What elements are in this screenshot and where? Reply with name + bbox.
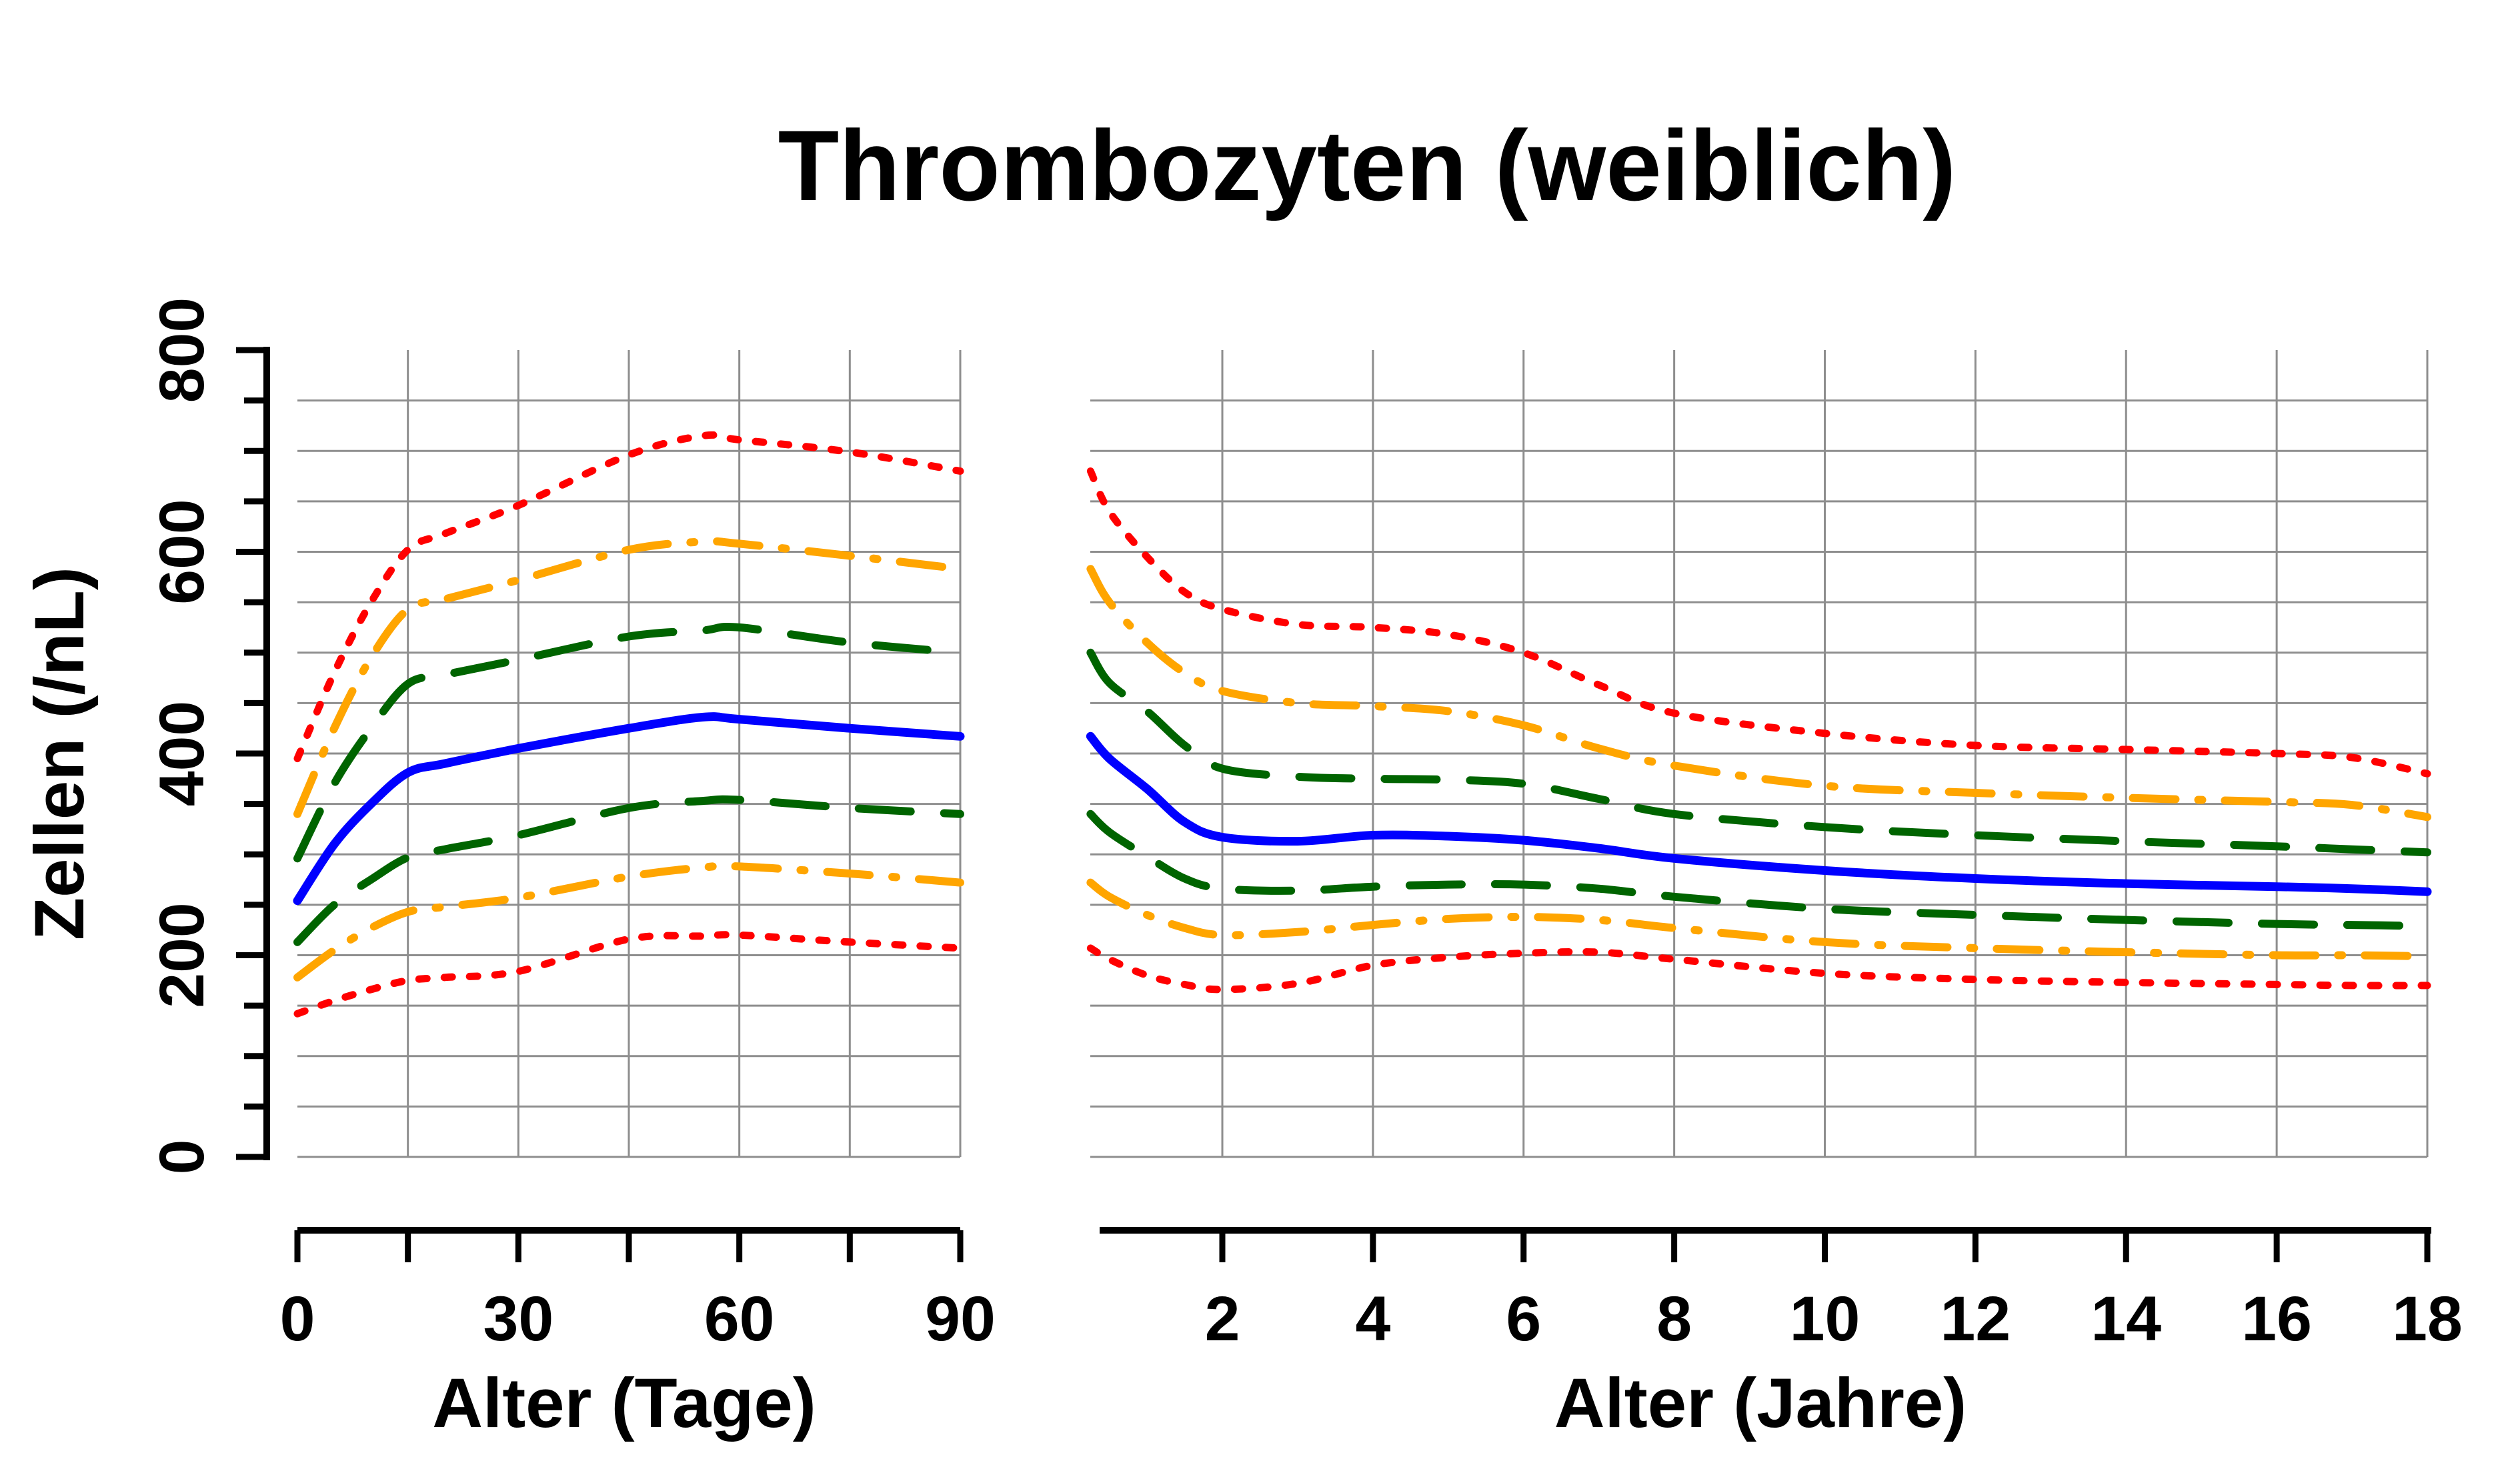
curve-p025-years	[1086, 944, 2431, 994]
x-axis-days: 0 30 60 90	[280, 1227, 996, 1354]
y-axis-title: Zellen (/nL)	[21, 567, 99, 940]
chart-title: Thrombozyten (weiblich)	[778, 109, 1957, 221]
curve-p25-years	[1086, 810, 2431, 930]
x-tick-label-4: 4	[1355, 1284, 1390, 1354]
gridlines-right-panel	[1090, 350, 2429, 1158]
x-tick-label-6: 6	[1506, 1284, 1541, 1354]
x-axis-years: 2 4 6 8 10 12 14 16 18	[1100, 1227, 2463, 1354]
x-tick-label-8: 8	[1656, 1284, 1692, 1354]
x-tick-label-10: 10	[1790, 1284, 1860, 1354]
curve-p25-days	[293, 795, 964, 946]
x-tick-label-0: 0	[280, 1284, 315, 1354]
y-tick-label-400: 400	[147, 701, 217, 807]
curve-p975-years	[1086, 467, 2431, 778]
x-tick-label-16: 16	[2241, 1284, 2312, 1354]
curve-p50-years	[1086, 732, 2432, 896]
y-tick-label-600: 600	[147, 499, 217, 605]
curve-p10-days	[293, 862, 964, 982]
x-tick-label-12: 12	[1941, 1284, 2011, 1354]
x-axis-title-days: Alter (Tage)	[432, 1364, 816, 1442]
x-axis-title-years: Alter (Jahre)	[1554, 1364, 1967, 1442]
x-tick-label-60: 60	[704, 1284, 775, 1354]
curve-p50-days	[293, 712, 965, 906]
curve-p10-years	[1086, 878, 2431, 960]
curve-p90-years	[1086, 565, 2431, 822]
y-tick-label-800: 800	[147, 297, 217, 403]
x-tick-label-18: 18	[2392, 1284, 2463, 1354]
curve-p975-days	[293, 431, 964, 763]
gridlines-left-panel	[297, 350, 962, 1158]
y-tick-label-0: 0	[147, 1140, 217, 1175]
curves-left-panel	[293, 431, 965, 1018]
x-tick-label-90: 90	[925, 1284, 996, 1354]
curve-p75-days	[293, 623, 964, 863]
curve-p75-years	[1086, 648, 2431, 857]
x-tick-label-2: 2	[1205, 1284, 1240, 1354]
curves-right-panel	[1086, 467, 2432, 994]
x-tick-label-14: 14	[2091, 1284, 2161, 1354]
curve-p025-days	[293, 931, 964, 1018]
y-axis: 0 200 400 600 800	[147, 297, 270, 1175]
y-tick-label-200: 200	[147, 902, 217, 1008]
curve-p90-days	[293, 537, 964, 818]
x-tick-label-30: 30	[483, 1284, 553, 1354]
